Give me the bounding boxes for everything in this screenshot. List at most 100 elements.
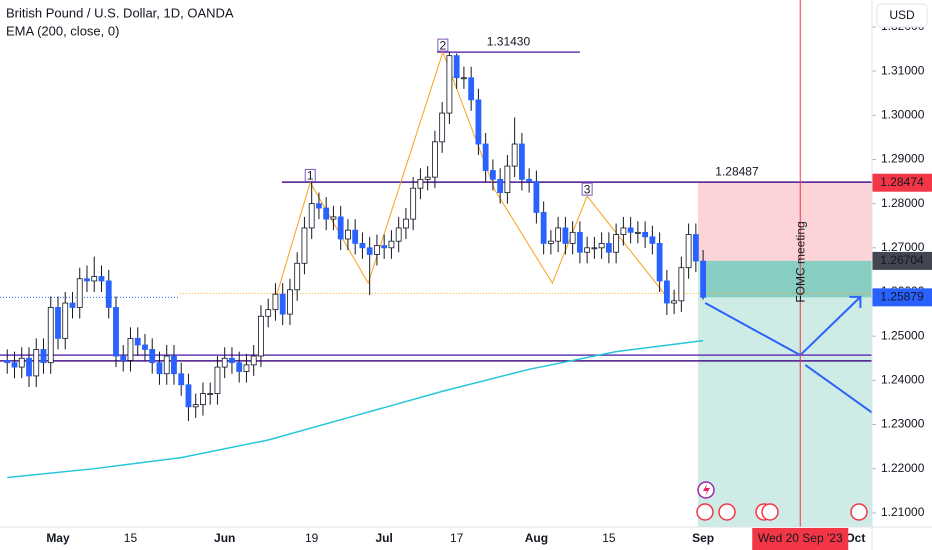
x-tick-label: May xyxy=(46,531,70,545)
candle-body xyxy=(576,231,583,253)
candle-body xyxy=(395,227,402,242)
candle-body xyxy=(432,141,438,178)
candle-body xyxy=(591,247,598,250)
candle-body xyxy=(555,227,562,242)
candle-body xyxy=(403,218,409,229)
price-label-box xyxy=(872,173,932,192)
candle-body xyxy=(439,112,446,143)
candle-body xyxy=(518,143,525,180)
candle-body xyxy=(84,278,90,282)
candle-body xyxy=(265,309,272,317)
candle-body xyxy=(243,364,250,372)
candle-body xyxy=(127,337,134,361)
candle-body xyxy=(627,227,634,233)
candle-body xyxy=(156,362,163,375)
candle-body xyxy=(671,300,678,304)
candle-body xyxy=(540,212,547,244)
calendar-flag[interactable] xyxy=(696,503,714,521)
event-label: FOMC meeting xyxy=(793,221,807,302)
x-tick-label: 15 xyxy=(602,531,616,545)
x-tick-label: Oct xyxy=(845,531,865,545)
position-zone xyxy=(705,260,872,298)
y-tick-label: 1.22000 xyxy=(881,461,925,475)
candle-body xyxy=(40,349,47,364)
candle-body xyxy=(26,357,32,377)
candle-body xyxy=(511,143,518,167)
pattern-label-box xyxy=(304,168,316,182)
event-icon-glyph xyxy=(703,484,710,496)
candle-body xyxy=(620,227,627,235)
calendar-flag[interactable] xyxy=(718,503,736,521)
candle-body xyxy=(649,236,656,244)
candle-body xyxy=(374,245,380,255)
candle-body xyxy=(221,357,228,368)
candle-body xyxy=(134,337,141,346)
projection-arrowhead xyxy=(849,295,862,308)
candle-body xyxy=(171,355,177,375)
candle-body xyxy=(69,302,76,308)
candle-body xyxy=(526,178,533,182)
candle-body xyxy=(105,280,112,308)
price-label-box xyxy=(872,251,932,270)
candle-body xyxy=(287,289,293,315)
candle-body xyxy=(214,366,221,394)
calendar-flag[interactable] xyxy=(761,503,779,521)
position-zone xyxy=(698,182,872,261)
crosshair-date-box xyxy=(752,528,849,550)
pattern-label: 3 xyxy=(584,182,591,196)
candle-body xyxy=(663,280,670,304)
candle-body xyxy=(185,384,192,408)
y-tick-label: 1.23000 xyxy=(881,417,925,431)
candle-body xyxy=(642,231,649,238)
candle-body xyxy=(149,349,156,364)
candle-body xyxy=(700,260,707,298)
candle-body xyxy=(316,203,322,209)
price-label: 1.28474 xyxy=(880,175,924,189)
candle-body xyxy=(547,240,554,244)
pattern-label-box xyxy=(581,182,593,196)
candle-body xyxy=(605,243,612,253)
x-tick-label: Sep xyxy=(692,531,714,545)
candle-body xyxy=(410,187,417,220)
x-tick-label: Jun xyxy=(214,531,235,545)
candle-body xyxy=(200,393,206,406)
candle-body xyxy=(98,276,105,282)
candle-body xyxy=(345,229,351,240)
candle-body xyxy=(294,262,301,291)
y-tick-label: 1.29000 xyxy=(881,152,925,166)
candle-body xyxy=(323,207,330,220)
indicator-legend: EMA (200, close, 0) xyxy=(6,23,119,38)
candle-body xyxy=(461,77,467,80)
x-tick-label: Jul xyxy=(376,531,393,545)
candle-body xyxy=(569,231,576,244)
candle-body xyxy=(229,357,235,364)
candle-body xyxy=(417,178,424,189)
calendar-flag[interactable] xyxy=(850,503,868,521)
pattern-label: 2 xyxy=(440,38,447,52)
y-tick-label: 1.24000 xyxy=(881,373,925,387)
candle-body xyxy=(120,355,127,361)
candle-body xyxy=(18,357,25,368)
y-tick-label: 1.31000 xyxy=(881,63,925,77)
level-label: 1.28487 xyxy=(715,164,759,178)
event-icons xyxy=(696,481,868,521)
candle-body xyxy=(685,234,692,269)
currency-label[interactable]: USD xyxy=(889,8,915,22)
pattern-label-box xyxy=(437,38,449,52)
pattern-line xyxy=(276,50,666,296)
candle-body xyxy=(47,307,54,364)
candle-body xyxy=(330,216,337,220)
crosshair-date-label: Wed 20 Sep '23 xyxy=(758,531,843,545)
x-tick-label: Aug xyxy=(525,531,548,545)
price-label: 1.25879 xyxy=(880,290,924,304)
currency-button[interactable] xyxy=(876,3,928,28)
candle-body xyxy=(4,360,11,364)
x-tick-label: 17 xyxy=(450,531,464,545)
candle-body xyxy=(301,227,308,264)
candle-body xyxy=(55,307,61,339)
candle-body xyxy=(91,276,98,282)
candle-body xyxy=(113,307,119,357)
candle-body xyxy=(533,181,540,213)
candle-body xyxy=(656,243,663,282)
